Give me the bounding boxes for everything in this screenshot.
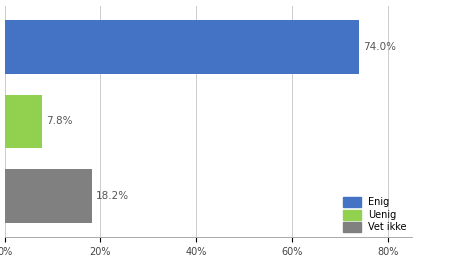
- Bar: [5, 169, 92, 223]
- Bar: [5, 20, 359, 74]
- Bar: [5, 94, 42, 148]
- Text: 7.8%: 7.8%: [46, 116, 73, 126]
- Text: 74.0%: 74.0%: [363, 42, 396, 52]
- Text: 18.2%: 18.2%: [95, 191, 129, 201]
- Legend: Enig, Uenig, Vet ikke: Enig, Uenig, Vet ikke: [343, 197, 407, 232]
